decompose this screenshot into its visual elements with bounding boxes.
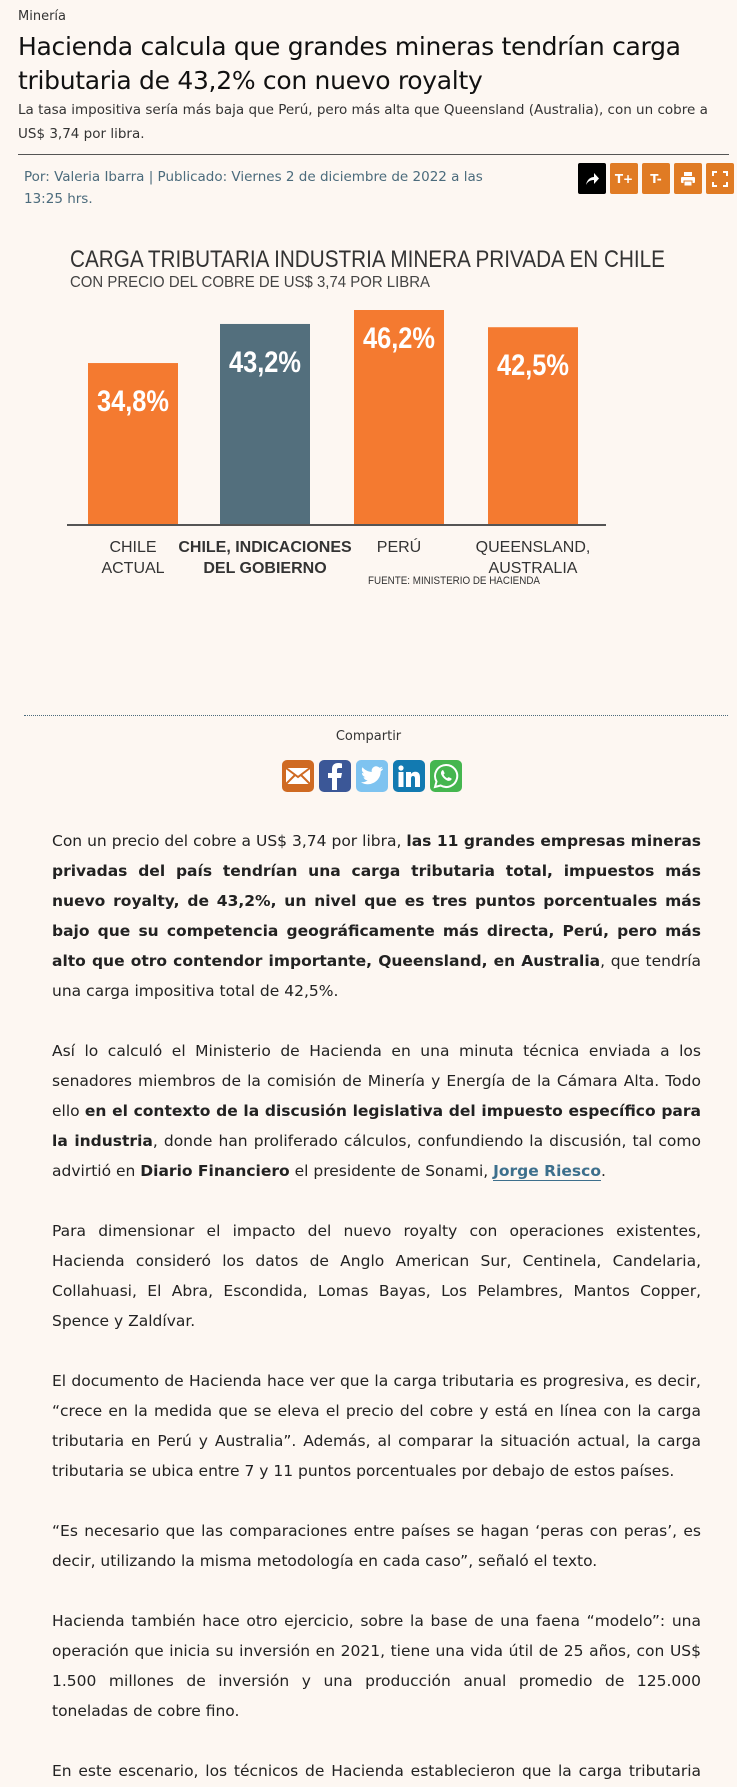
- article-paragraph: En este escenario, los técnicos de Hacie…: [52, 1756, 701, 1787]
- byline: Por: Valeria Ibarra | Publicado: Viernes…: [24, 169, 483, 207]
- paragraph-text: Así lo calculó el Ministerio de Hacienda…: [52, 1042, 701, 1120]
- bar: [88, 363, 178, 525]
- bar-data-label: 43,2%: [229, 346, 301, 379]
- bar: [488, 327, 578, 525]
- paragraph-text: Para dimensionar el impacto del nuevo ro…: [52, 1222, 701, 1330]
- dotted-divider: [24, 715, 728, 716]
- category-label: AUSTRALIA: [489, 560, 578, 577]
- twitter-share-button[interactable]: [356, 760, 388, 792]
- twitter-icon: [361, 766, 383, 785]
- facebook-share-button[interactable]: [319, 760, 351, 792]
- article-body: Con un precio del cobre a US$ 3,74 por l…: [52, 826, 701, 1787]
- category-label: ACTUAL: [101, 560, 164, 577]
- fullscreen-button[interactable]: [706, 163, 734, 194]
- share-label: Compartir: [335, 729, 402, 744]
- article-paragraph: El documento de Hacienda hace ver que la…: [52, 1366, 701, 1486]
- email-icon: [285, 767, 311, 785]
- bold-text: las 11 grandes empresas mineras privadas…: [52, 832, 702, 970]
- article-paragraph: Para dimensionar el impacto del nuevo ro…: [52, 1216, 701, 1336]
- linkedin-share-button[interactable]: [393, 760, 425, 792]
- fullscreen-icon: [712, 170, 728, 187]
- paragraph-text: El documento de Hacienda hace ver que la…: [52, 1372, 701, 1480]
- bar: [220, 323, 310, 525]
- chart-title: CARGA TRIBUTARIA INDUSTRIA MINERA PRIVAD…: [70, 246, 665, 273]
- whatsapp-share-button[interactable]: [430, 760, 462, 792]
- bar-data-label: 34,8%: [97, 385, 169, 418]
- facebook-icon: [328, 763, 342, 790]
- linkedin-icon: [398, 765, 420, 787]
- whatsapp-icon: [433, 763, 459, 789]
- article-paragraph: Así lo calculó el Ministerio de Hacienda…: [52, 1036, 701, 1186]
- bar-data-label: 42,5%: [497, 349, 569, 382]
- paragraph-text: Hacienda también hace otro ejercicio, so…: [52, 1612, 701, 1720]
- category-label: QUEENSLAND,: [476, 539, 591, 556]
- font-increase-button[interactable]: T+: [610, 163, 638, 194]
- paragraph-text: .: [601, 1162, 606, 1180]
- paragraph-text: Con un precio del cobre a US$ 3,74 por l…: [52, 832, 407, 850]
- section-label[interactable]: Minería: [18, 9, 66, 24]
- category-label: PERÚ: [377, 537, 421, 556]
- email-share-button[interactable]: [282, 760, 314, 792]
- article-toolbar: T+ T-: [578, 163, 734, 194]
- print-icon: [681, 171, 695, 186]
- article-paragraph: Con un precio del cobre a US$ 3,74 por l…: [52, 826, 701, 1006]
- category-label: DEL GOBIERNO: [203, 560, 326, 577]
- chart-subtitle: CON PRECIO DEL COBRE DE US$ 3,74 POR LIB…: [70, 274, 430, 291]
- bar: [354, 310, 444, 525]
- bar-data-label: 46,2%: [363, 322, 435, 355]
- divider: [18, 154, 729, 155]
- print-button[interactable]: [674, 163, 702, 194]
- share-arrow-icon: [586, 172, 599, 185]
- paragraph-text: , que tendría una carga impositiva total…: [52, 952, 701, 1000]
- article-title: Hacienda calcula que grandes mineras ten…: [18, 32, 681, 95]
- share-buttons: [282, 760, 462, 792]
- paragraph-text: , donde han proliferado cálculos, confun…: [52, 1132, 701, 1180]
- paragraph-text: “Es necesario que las comparaciones entr…: [52, 1522, 701, 1570]
- paragraph-text: En este escenario, los técnicos de Hacie…: [52, 1762, 701, 1780]
- tax-burden-chart: CARGA TRIBUTARIA INDUSTRIA MINERA PRIVAD…: [67, 246, 665, 587]
- article-paragraph: “Es necesario que las comparaciones entr…: [52, 1516, 701, 1576]
- article-paragraph: Hacienda también hace otro ejercicio, so…: [52, 1606, 701, 1726]
- share-button[interactable]: [578, 163, 606, 194]
- paragraph-text: el presidente de Sonami,: [289, 1162, 494, 1180]
- bold-text: Diario Financiero: [140, 1162, 290, 1180]
- bold-text: en el contexto de la discusión legislati…: [52, 1102, 701, 1150]
- author-link[interactable]: Jorge Riesco: [493, 1162, 601, 1181]
- font-decrease-button[interactable]: T-: [642, 163, 670, 194]
- category-label: CHILE, INDICACIONES: [178, 539, 352, 556]
- category-label: CHILE: [109, 539, 156, 556]
- chart-source: FUENTE: MINISTERIO DE HACIENDA: [368, 575, 541, 587]
- article-subtitle: La tasa impositiva sería más baja que Pe…: [18, 102, 708, 142]
